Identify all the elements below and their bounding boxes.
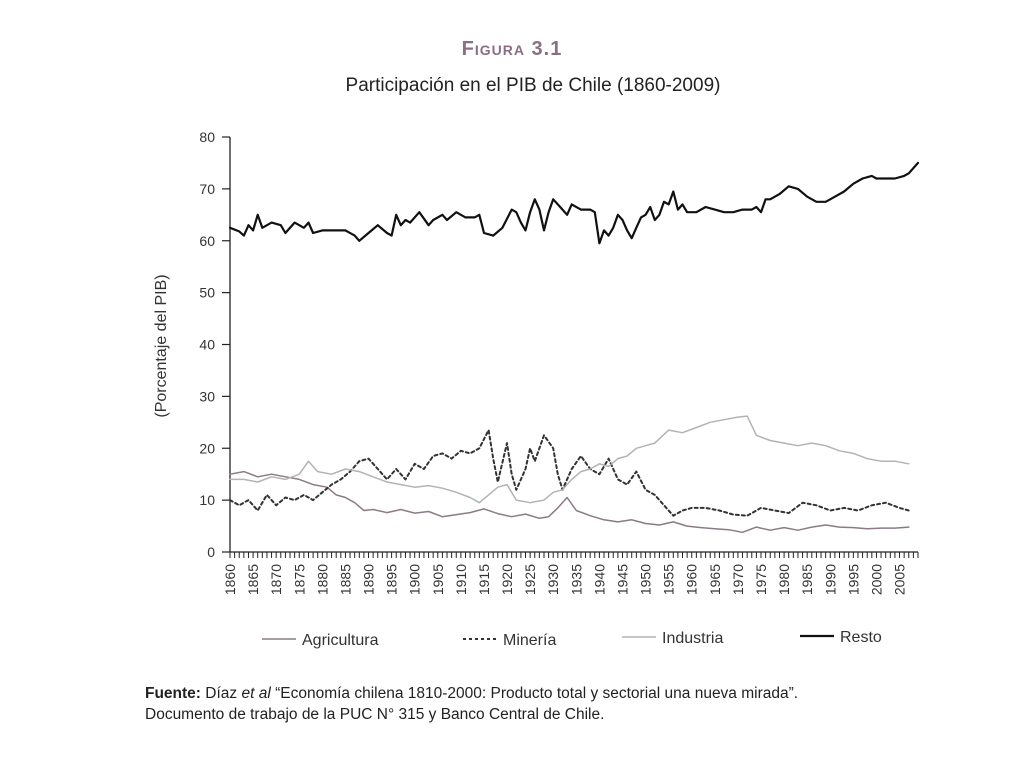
- x-tick-label: 1940: [591, 564, 607, 595]
- source-text-a: Díaz: [205, 685, 242, 702]
- x-tick-label: 1910: [453, 564, 469, 595]
- x-tick-label: 1870: [268, 564, 284, 595]
- x-tick-label: 1985: [799, 564, 815, 595]
- figure-label: Figura 3.1: [461, 38, 563, 60]
- source-label: Fuente:: [145, 685, 201, 702]
- x-tick-label: 2005: [892, 564, 908, 595]
- x-tick-label: 1925: [522, 564, 538, 595]
- x-tick-label: 1960: [684, 564, 700, 595]
- y-axis-label: (Porcentaje del PIB): [153, 274, 170, 417]
- x-tick-label: 1895: [384, 564, 400, 595]
- x-tick-label: 1950: [638, 564, 654, 595]
- source-text-em: et al: [241, 685, 271, 702]
- x-tick-label: 1885: [337, 564, 353, 595]
- x-tick-label: 1945: [614, 564, 630, 595]
- series-line-agricultura: [229, 470, 910, 534]
- legend-label: Industria: [662, 630, 723, 647]
- series-line-mineria: [229, 429, 910, 517]
- x-tick-label: 2000: [868, 564, 884, 595]
- y-tick-label: 50: [199, 285, 215, 301]
- y-tick-label: 0: [207, 544, 215, 560]
- x-tick-label: 1930: [545, 564, 561, 595]
- x-tick-label: 1990: [822, 564, 838, 595]
- legend-label: Agricultura: [302, 632, 379, 649]
- legend-label: Minería: [503, 632, 556, 649]
- chart-title: Participación en el PIB de Chile (1860-2…: [345, 75, 721, 96]
- axes: 0 10 20 30 40 50 60 70 80 1860 1865 1870 1875 1880 188…: [199, 129, 919, 595]
- x-tick-label: 1995: [845, 564, 861, 595]
- x-tick-label: 1860: [222, 564, 238, 595]
- x-tick-label: 1935: [568, 564, 584, 595]
- x-tick-label: 1865: [245, 564, 261, 595]
- series-layer: [228, 161, 920, 534]
- series-line-industria: [229, 415, 910, 504]
- x-tick-label: 1955: [661, 564, 677, 595]
- x-tick-label: 1905: [430, 564, 446, 595]
- x-tick-label: 1880: [314, 564, 330, 595]
- x-tick-label: 1965: [707, 564, 723, 595]
- y-tick-label: 20: [199, 440, 215, 456]
- x-tick-label: 1875: [291, 564, 307, 595]
- x-tick-label: 1890: [361, 564, 377, 595]
- x-tick-label: 1970: [730, 564, 746, 595]
- source-line-2: Documento de trabajo de la PUC N° 315 y …: [145, 706, 605, 723]
- x-tick-label: 1900: [407, 564, 423, 595]
- x-tick-label: 1920: [499, 564, 515, 595]
- legend-label: Resto: [840, 629, 882, 646]
- source-line-1: Fuente: Díaz et al “Economía chilena 181…: [145, 683, 945, 704]
- series-line-resto: [228, 161, 920, 245]
- y-tick-label: 40: [199, 337, 215, 353]
- y-tick-label: 60: [199, 233, 215, 249]
- y-tick-label: 30: [199, 388, 215, 404]
- y-tick-label: 70: [199, 181, 215, 197]
- source-text-b: “Economía chilena 1810-2000: Producto to…: [270, 685, 799, 702]
- x-tick-label: 1980: [776, 564, 792, 595]
- x-tick-label: 1975: [753, 564, 769, 595]
- legend: Agricultura Minería Industria Resto: [262, 629, 882, 649]
- y-tick-label: 80: [199, 129, 215, 145]
- x-tick-label: 1915: [476, 564, 492, 595]
- source-note: Fuente: Díaz et al “Economía chilena 181…: [145, 683, 945, 725]
- y-tick-label: 10: [199, 492, 215, 508]
